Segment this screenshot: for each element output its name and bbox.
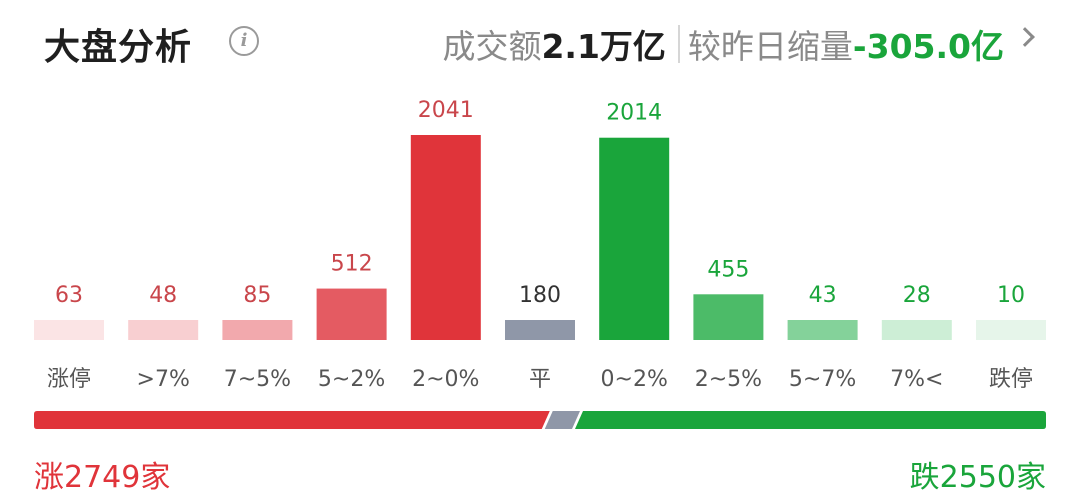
bar-value-label: 63 [55, 283, 83, 308]
bar-value-label: 28 [903, 283, 931, 308]
bar-0 [34, 320, 104, 340]
category-label: 5~7% [789, 367, 856, 392]
bar-value-label: 10 [997, 283, 1025, 308]
bar-5 [505, 320, 575, 340]
bar-3 [316, 288, 387, 340]
bar-value-label: 512 [331, 252, 373, 277]
category-label: 7%< [890, 367, 943, 392]
bar-7 [693, 294, 764, 340]
bar-value-label: 85 [243, 283, 271, 308]
category-label: 涨停 [47, 367, 91, 392]
down-count-label: 跌2550家 [909, 460, 1046, 495]
category-label: >7% [137, 367, 190, 392]
breadth-down-segment [575, 411, 1046, 429]
divider [677, 25, 680, 63]
bar-value-label: 2041 [418, 98, 474, 123]
bar-value-label: 455 [707, 257, 749, 282]
category-label: 跌停 [989, 367, 1033, 392]
bar-6 [599, 137, 670, 340]
breadth-flat-segment [544, 411, 581, 429]
info-icon[interactable]: i [229, 26, 259, 56]
up-count-label: 涨2749家 [34, 460, 171, 495]
bar-2 [222, 320, 293, 340]
bar-9 [881, 320, 952, 340]
distribution-chart: 63 涨停 48 >7% 85 7~5% 512 5~2% 2041 2~0% 180 平 2014 0~… [34, 98, 1046, 429]
bar-value-label: 180 [519, 283, 561, 308]
turnover-summary[interactable]: 成交额 2.1万亿 较昨日缩量 -305.0亿 [442, 20, 1004, 68]
turnover-value: 2.1万亿 [541, 27, 666, 66]
compare-label: 较昨日缩量 [687, 27, 853, 66]
bar-1 [128, 320, 199, 340]
category-label: 0~2% [601, 367, 668, 392]
bar-value-label: 43 [809, 283, 837, 308]
bar-4 [410, 135, 481, 340]
bar-10 [976, 320, 1046, 340]
turnover-label: 成交额 [442, 27, 542, 66]
category-label: 2~0% [412, 367, 479, 392]
bar-value-label: 2014 [606, 101, 662, 126]
bar-8 [787, 320, 858, 340]
compare-value: -305.0亿 [852, 27, 1004, 66]
category-label: 2~5% [695, 367, 762, 392]
category-label: 5~2% [318, 367, 385, 392]
page-title: 大盘分析 [44, 27, 193, 68]
header: 大盘分析 i 成交额 2.1万亿 较昨日缩量 -305.0亿 [0, 0, 1080, 90]
category-label: 平 [529, 367, 551, 392]
breadth-up-segment [34, 411, 550, 429]
bar-value-label: 48 [149, 283, 177, 308]
category-label: 7~5% [224, 367, 291, 392]
